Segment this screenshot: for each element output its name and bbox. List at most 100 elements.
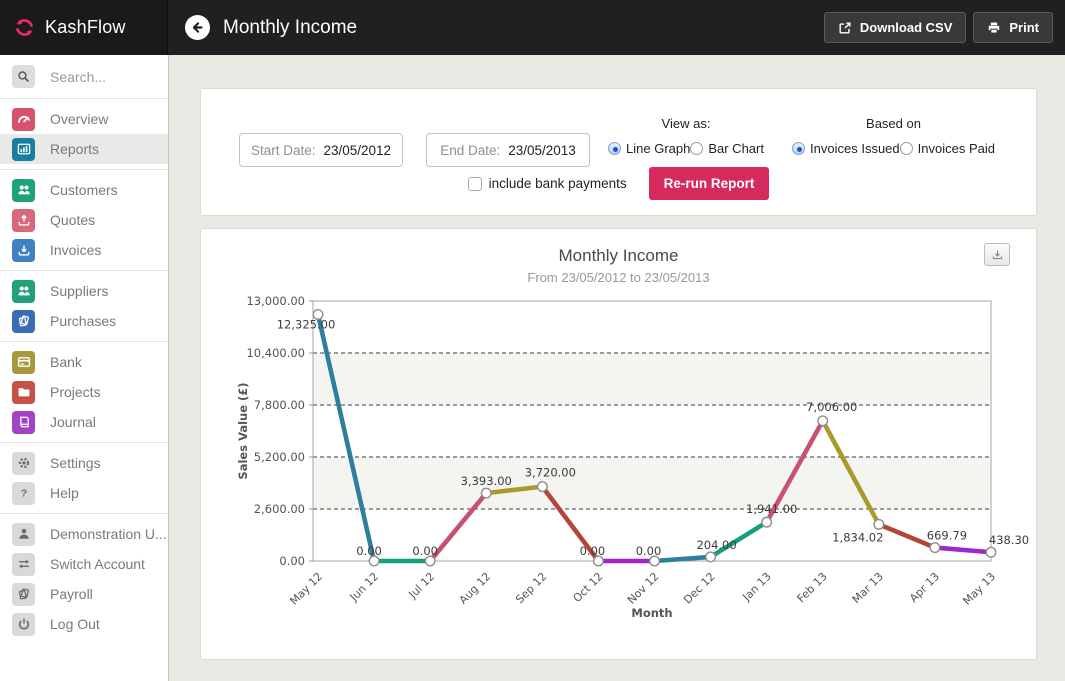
download-csv-button[interactable]: Download CSV xyxy=(823,12,967,43)
sidebar-item-label: Customers xyxy=(50,182,118,198)
sidebar-item-payroll[interactable]: Payroll xyxy=(0,579,168,609)
sidebar-item-purchases[interactable]: Purchases xyxy=(0,306,168,336)
sidebar-item-label: Help xyxy=(50,485,79,501)
chart-title: Monthly Income xyxy=(558,246,679,265)
data-point-marker[interactable] xyxy=(424,555,436,567)
line-segment xyxy=(932,545,994,555)
radio-label: Bar Chart xyxy=(708,141,764,156)
view-as-label: View as: xyxy=(661,116,711,131)
include-bank-payments-checkbox[interactable] xyxy=(467,176,482,191)
report-filter-panel: Start Date: 23/05/2012 End Date: 23/05/2… xyxy=(200,88,1037,216)
radio-button[interactable] xyxy=(608,142,622,155)
kashflow-logo-icon xyxy=(14,17,35,38)
data-point-marker[interactable] xyxy=(817,415,829,427)
end-date-field[interactable]: End Date: 23/05/2013 xyxy=(426,133,590,167)
x-tick-label: Aug 12 xyxy=(457,570,494,607)
data-point-marker[interactable] xyxy=(705,551,717,563)
chart-panel: Monthly Income From 23/05/2012 to 23/05/… xyxy=(200,228,1037,660)
data-point-marker[interactable] xyxy=(649,555,661,567)
data-point-marker[interactable] xyxy=(536,481,548,493)
main-content: Start Date: 23/05/2012 End Date: 23/05/2… xyxy=(169,55,1065,681)
start-date-value: 23/05/2012 xyxy=(323,142,392,158)
radio-button[interactable] xyxy=(690,142,704,155)
y-axis-title: Sales Value (£) xyxy=(236,382,250,479)
sidebar-item-label: Overview xyxy=(50,111,109,127)
sidebar-item-quotes[interactable]: Quotes xyxy=(0,205,168,235)
data-point-marker[interactable] xyxy=(592,555,604,567)
gear-icon xyxy=(12,451,35,475)
sheets-icon xyxy=(12,582,35,606)
back-button[interactable] xyxy=(185,15,210,40)
plot-band xyxy=(313,353,991,405)
print-button[interactable]: Print xyxy=(973,12,1053,43)
sidebar-item-label: Bank xyxy=(50,354,82,370)
data-label: 1,834.02 xyxy=(832,530,883,544)
sidebar-item-label: Log Out xyxy=(50,616,100,632)
sidebar-item-label: Quotes xyxy=(50,212,96,228)
radio-option-invoices-paid[interactable]: Invoices Paid xyxy=(899,141,995,156)
y-tick-label: 13,000.00 xyxy=(246,294,305,308)
kashflow-brand[interactable]: KashFlow xyxy=(0,0,168,55)
radio-option-line-graph[interactable]: Line Graph xyxy=(608,141,690,156)
data-point-marker[interactable] xyxy=(985,546,997,558)
sidebar-item-demonstration-u[interactable]: Demonstration U... xyxy=(0,519,168,549)
sidebar-item-invoices[interactable]: Invoices xyxy=(0,235,168,265)
search-icon xyxy=(12,65,35,88)
data-label: 12,325.00 xyxy=(277,318,336,332)
sidebar-group: Settings ? Help xyxy=(0,442,168,513)
x-tick-label: Mar 13 xyxy=(850,570,886,606)
x-tick-label: Oct 12 xyxy=(571,570,606,605)
bar-chart-icon xyxy=(12,137,35,161)
search-input[interactable] xyxy=(50,68,150,85)
search-row[interactable] xyxy=(0,55,168,99)
sidebar-group: Overview Reports xyxy=(0,99,168,169)
sidebar-item-label: Purchases xyxy=(50,313,117,329)
radio-option-invoices-issued[interactable]: Invoices Issued xyxy=(792,141,900,156)
include-bank-payments-option[interactable]: include bank payments xyxy=(467,176,627,191)
data-label: 0.00 xyxy=(356,544,382,558)
print-label: Print xyxy=(1009,20,1039,35)
radio-button[interactable] xyxy=(792,142,806,155)
sidebar-item-journal[interactable]: Journal xyxy=(0,407,168,437)
sidebar-group: Suppliers Purchases xyxy=(0,270,168,341)
gauge-icon xyxy=(12,107,35,131)
sidebar-item-switch-account[interactable]: Switch Account xyxy=(0,549,168,579)
x-tick-label: Jan 13 xyxy=(740,570,774,604)
sidebar-item-suppliers[interactable]: Suppliers xyxy=(0,276,168,306)
page-title: Monthly Income xyxy=(223,16,358,38)
plot-band xyxy=(313,457,991,509)
sidebar-item-label: Suppliers xyxy=(50,283,109,299)
sidebar-item-projects[interactable]: Projects xyxy=(0,377,168,407)
data-point-marker[interactable] xyxy=(873,518,885,530)
data-label: 3,393.00 xyxy=(461,474,512,488)
plot-band xyxy=(313,509,991,561)
sidebar-item-bank[interactable]: Bank xyxy=(0,347,168,377)
radio-option-bar-chart[interactable]: Bar Chart xyxy=(690,141,764,156)
x-tick-label: Sep 12 xyxy=(513,570,549,606)
sidebar-item-label: Journal xyxy=(50,414,96,430)
x-tick-label: May 12 xyxy=(287,570,325,608)
sidebar-item-help[interactable]: ? Help xyxy=(0,478,168,508)
data-point-marker[interactable] xyxy=(480,487,492,499)
rerun-report-button[interactable]: Re-run Report xyxy=(648,167,770,200)
sidebar-item-label: Switch Account xyxy=(50,556,145,572)
radio-button[interactable] xyxy=(899,142,913,155)
line-segment xyxy=(483,484,545,496)
sidebar-item-customers[interactable]: Customers xyxy=(0,175,168,205)
x-tick-label: Apr 13 xyxy=(907,570,942,605)
data-point-marker[interactable] xyxy=(312,309,324,321)
sidebar-item-label: Settings xyxy=(50,455,101,471)
line-segment xyxy=(708,519,769,560)
data-point-marker[interactable] xyxy=(761,516,773,528)
chart-download-button[interactable] xyxy=(984,243,1010,266)
data-point-marker[interactable] xyxy=(368,555,380,567)
book-icon xyxy=(12,410,35,434)
sidebar-item-reports[interactable]: Reports xyxy=(0,134,168,164)
sidebar-item-log-out[interactable]: Log Out xyxy=(0,609,168,639)
data-point-marker[interactable] xyxy=(929,542,941,554)
data-label: 438.30 xyxy=(989,533,1029,547)
sidebar-item-overview[interactable]: Overview xyxy=(0,104,168,134)
sidebar-item-settings[interactable]: Settings xyxy=(0,448,168,478)
tray-down-icon xyxy=(12,238,35,262)
start-date-field[interactable]: Start Date: 23/05/2012 xyxy=(239,133,403,167)
